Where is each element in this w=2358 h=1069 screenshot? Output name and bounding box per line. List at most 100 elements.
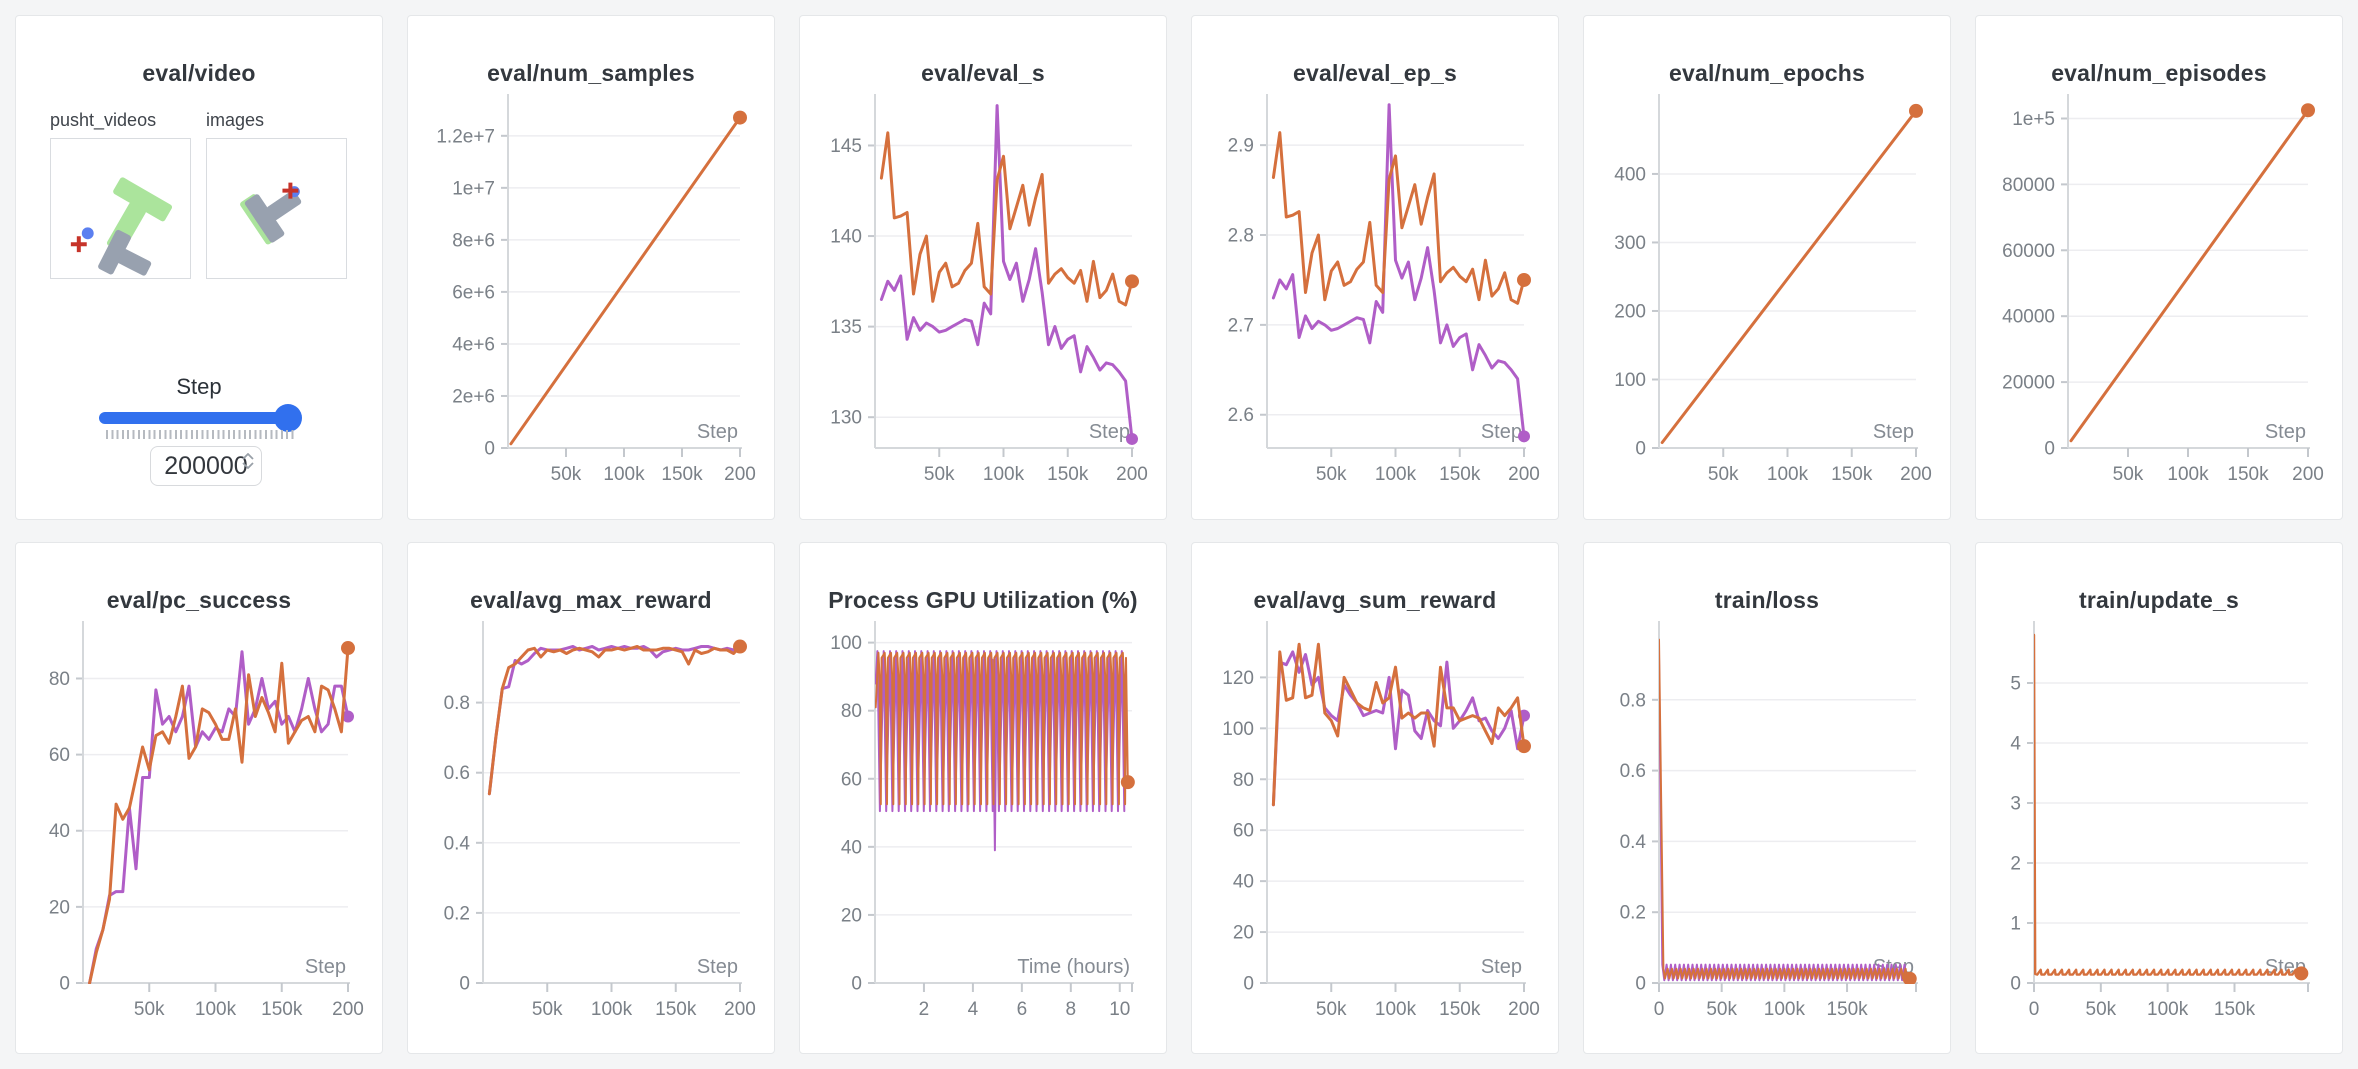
svg-text:2.6: 2.6 <box>1228 405 1254 426</box>
svg-text:300: 300 <box>1614 233 1646 254</box>
svg-text:Step: Step <box>1481 421 1522 443</box>
avg_sum_reward-series-orange <box>1271 642 1526 807</box>
train_update_s-series-orange <box>2034 633 2303 976</box>
svg-text:0.6: 0.6 <box>444 763 470 784</box>
svg-text:4: 4 <box>2010 734 2021 755</box>
svg-text:150k: 150k <box>1439 999 1481 1020</box>
svg-text:80: 80 <box>49 669 70 690</box>
image-thumbnail-images[interactable] <box>206 138 347 279</box>
slider-track[interactable] <box>99 412 300 424</box>
chart-panel-train_loss[interactable]: train/loss 0 0.2 0.4 0.6 0.8 0 50k 100k 150k Step <box>1583 542 1951 1054</box>
chart-title: eval/num_episodes <box>2051 60 2267 86</box>
svg-text:200: 200 <box>1508 999 1540 1020</box>
chart-eval_ep_s[interactable]: 2.6 2.7 2.8 2.9 50k 100k 150k 200 Step <box>1192 16 1558 520</box>
slider-handle[interactable] <box>274 404 302 432</box>
chart-avg_max_reward[interactable]: 0 0.2 0.4 0.6 0.8 50k 100k 150k 200 Step <box>408 543 774 1054</box>
svg-text:150k: 150k <box>2227 464 2269 485</box>
svg-text:0.8: 0.8 <box>1620 690 1646 711</box>
svg-text:100: 100 <box>830 633 862 654</box>
svg-text:60: 60 <box>1233 821 1254 842</box>
chart-panel-eval_s[interactable]: eval/eval_s 130 135 140 145 50k 100k 150k 200 Ste… <box>799 15 1167 520</box>
chart-panel-train_update_s[interactable]: train/update_s 0 1 2 3 4 5 0 50k 100k 150k Step <box>1975 542 2343 1054</box>
chart-panel-avg_sum_reward[interactable]: eval/avg_sum_reward 0 20 40 60 80 100 120 50k 100… <box>1191 542 1559 1054</box>
chart-panel-avg_max_reward[interactable]: eval/avg_max_reward 0 0.2 0.4 0.6 0.8 50k 100k 1… <box>407 542 775 1054</box>
pc_success-series-orange <box>88 646 350 984</box>
svg-text:20000: 20000 <box>2002 373 2055 394</box>
chart-panel-num_epochs[interactable]: eval/num_epochs 0 100 200 300 400 50k 100k 150k 2… <box>1583 15 1951 520</box>
chart-gpu_util[interactable]: 0 20 40 60 80 100 2 4 6 8 10 Time (hours) <box>800 543 1166 1054</box>
chart-panel-num_samples[interactable]: eval/num_samples 0 2e+6 4e+6 6e+6 8e+6 1e+7 1.2… <box>407 15 775 520</box>
chart-title: eval/avg_sum_reward <box>1253 587 1497 613</box>
svg-text:150k: 150k <box>1831 464 1873 485</box>
svg-text:60: 60 <box>49 745 70 766</box>
svg-text:10: 10 <box>1109 999 1130 1020</box>
chart-title: eval/pc_success <box>106 587 292 613</box>
svg-text:150k: 150k <box>2214 999 2256 1020</box>
step-slider-label: Step <box>176 374 222 399</box>
chevron-up-icon[interactable] <box>242 453 254 460</box>
svg-text:0: 0 <box>2044 439 2055 460</box>
svg-text:100: 100 <box>1222 719 1254 740</box>
chart-panel-eval_ep_s[interactable]: eval/eval_ep_s 2.6 2.7 2.8 2.9 50k 100k 150k 200… <box>1191 15 1559 520</box>
video-panel-title: eval/video <box>142 60 256 86</box>
svg-text:40: 40 <box>1233 872 1254 893</box>
step-input-spinner[interactable] <box>242 453 254 469</box>
chart-title: eval/avg_max_reward <box>470 587 712 613</box>
chart-panel-pc_success[interactable]: eval/pc_success 0 20 40 60 80 50k 100k 150k 200 St… <box>15 542 383 1054</box>
video-thumbnail-pusht-videos[interactable] <box>50 138 191 279</box>
svg-text:400: 400 <box>1614 164 1646 185</box>
chart-pc_success[interactable]: 0 20 40 60 80 50k 100k 150k 200 Step <box>16 543 382 1054</box>
svg-text:200: 200 <box>724 464 756 485</box>
svg-text:2.7: 2.7 <box>1228 315 1254 336</box>
svg-text:200: 200 <box>2292 464 2324 485</box>
svg-text:60: 60 <box>841 769 862 790</box>
svg-text:2: 2 <box>2010 854 2021 875</box>
chart-num_samples[interactable]: 0 2e+6 4e+6 6e+6 8e+6 1e+7 1.2e+7 50k 100k 150k 20… <box>408 16 774 520</box>
media-label-pusht-videos: pusht_videos <box>50 110 157 130</box>
chart-panel-num_episodes[interactable]: eval/num_episodes 0 20000 40000 60000 80000 1e… <box>1975 15 2343 520</box>
chart-num_epochs[interactable]: 0 100 200 300 400 50k 100k 150k 200 Step <box>1584 16 1950 520</box>
svg-text:150k: 150k <box>1047 464 1089 485</box>
pc_success-series-purple <box>88 650 350 984</box>
chart-avg_sum_reward[interactable]: 0 20 40 60 80 100 120 50k 100k 150k 200 Step <box>1192 543 1558 1054</box>
eval_ep_s-series-purple <box>1271 103 1526 438</box>
svg-text:200: 200 <box>1116 464 1148 485</box>
svg-text:3: 3 <box>2010 794 2021 815</box>
avg_max_reward-series-purple <box>487 645 742 796</box>
avg_sum_reward-endpoint-dot <box>1517 739 1531 754</box>
step-input[interactable]: 200000 <box>150 446 262 486</box>
svg-text:2.9: 2.9 <box>1228 136 1254 157</box>
svg-text:0: 0 <box>484 439 495 460</box>
num_episodes-series-orange <box>2069 108 2310 443</box>
chevron-down-icon[interactable] <box>242 462 254 469</box>
svg-text:20: 20 <box>1233 923 1254 944</box>
chart-title: train/update_s <box>2078 587 2239 613</box>
chart-num_episodes[interactable]: 0 20000 40000 60000 80000 1e+5 50k 100k 150k 200 S… <box>1976 16 2342 520</box>
svg-text:Step: Step <box>697 956 738 978</box>
svg-text:200: 200 <box>1614 301 1646 322</box>
chart-eval_s[interactable]: 130 135 140 145 50k 100k 150k 200 Step <box>800 16 1166 520</box>
svg-text:50k: 50k <box>1708 464 1739 485</box>
svg-text:1.2e+7: 1.2e+7 <box>436 126 495 147</box>
svg-text:100k: 100k <box>2147 999 2189 1020</box>
svg-text:0: 0 <box>59 974 70 995</box>
eval_s-series-purple <box>879 104 1134 441</box>
svg-text:50k: 50k <box>924 464 955 485</box>
svg-text:100k: 100k <box>1375 999 1417 1020</box>
chart-panel-gpu_util[interactable]: Process GPU Utilization (%) 0 20 40 60 80 100 2… <box>799 542 1167 1054</box>
svg-text:6e+6: 6e+6 <box>452 282 495 303</box>
svg-text:100k: 100k <box>1764 999 1806 1020</box>
step-input-value: 200000 <box>164 451 248 480</box>
media-label-images: images <box>206 110 265 130</box>
svg-text:135: 135 <box>830 317 862 338</box>
train_loss-series-orange <box>1659 638 1911 980</box>
svg-text:80000: 80000 <box>2002 175 2055 196</box>
svg-text:50k: 50k <box>1706 999 1737 1020</box>
video-panel[interactable]: eval/video pusht_videos images <box>15 15 383 520</box>
svg-text:100k: 100k <box>195 999 237 1020</box>
svg-text:8: 8 <box>1066 999 1077 1020</box>
goal-cross-icon <box>282 182 299 199</box>
eval_s-series-orange <box>879 131 1134 307</box>
